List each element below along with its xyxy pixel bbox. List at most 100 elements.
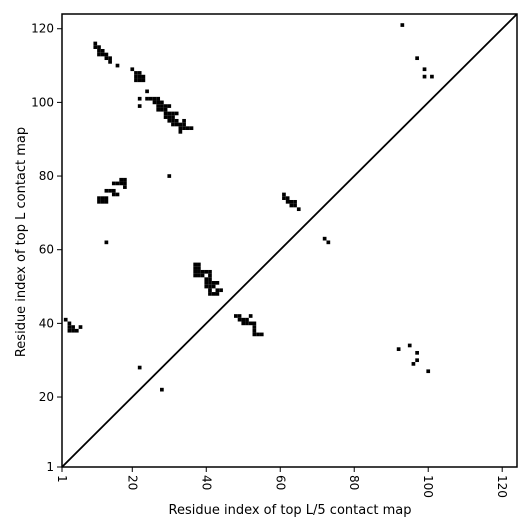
contact-point xyxy=(123,181,127,186)
contact-point xyxy=(193,269,198,274)
contact-point xyxy=(174,111,179,116)
contact-point xyxy=(326,240,331,245)
contact-point xyxy=(115,192,120,197)
contact-point xyxy=(137,74,142,79)
contact-point xyxy=(148,96,153,101)
contact-point xyxy=(193,266,198,270)
contact-point xyxy=(211,292,216,296)
plot-frame xyxy=(61,13,518,468)
contact-point xyxy=(197,273,201,278)
contact-point xyxy=(197,262,201,267)
x-tick-label: 60 xyxy=(273,475,287,490)
contact-point xyxy=(156,107,161,112)
y-axis-label: Residue index of top L contact map xyxy=(14,127,29,357)
contact-point xyxy=(415,358,419,363)
contact-point xyxy=(245,317,249,322)
contact-point xyxy=(245,321,249,326)
contact-point xyxy=(74,328,79,333)
contact-point xyxy=(163,107,168,112)
contact-point xyxy=(252,332,257,337)
x-axis-ticks: 1 20 40 60 80 100 120 xyxy=(55,467,509,498)
contact-point xyxy=(160,387,164,392)
contact-point xyxy=(208,273,212,278)
contact-point xyxy=(200,273,205,278)
contact-point xyxy=(248,314,253,318)
contact-point xyxy=(123,177,127,182)
contact-point xyxy=(282,192,286,197)
contact-point xyxy=(182,126,186,131)
contact-point xyxy=(171,115,175,119)
contact-point xyxy=(182,118,186,123)
x-tick-label: 40 xyxy=(199,475,213,490)
contact-point xyxy=(93,41,98,46)
contact-point xyxy=(104,199,109,204)
contact-point xyxy=(204,281,209,285)
contact-point xyxy=(259,332,264,337)
contact-marks xyxy=(63,23,434,392)
contact-point xyxy=(108,60,112,64)
contact-point xyxy=(171,111,175,116)
contact-point xyxy=(134,78,138,83)
contact-point xyxy=(100,52,105,57)
contact-point xyxy=(285,199,290,204)
contact-point xyxy=(111,188,116,193)
contact-point xyxy=(422,67,427,72)
contact-point xyxy=(430,74,434,79)
contact-point xyxy=(63,317,68,322)
contact-point xyxy=(167,118,172,123)
contact-point xyxy=(219,288,223,293)
contact-point xyxy=(163,111,168,116)
contact-point xyxy=(134,71,138,75)
contact-point xyxy=(282,196,286,200)
y-tick-label: 40 xyxy=(39,316,54,330)
contact-point xyxy=(115,181,120,186)
contact-point xyxy=(171,118,175,123)
contact-point xyxy=(197,269,201,274)
contact-point xyxy=(141,78,146,83)
contact-point xyxy=(208,292,212,296)
contact-point xyxy=(252,325,257,329)
contact-point xyxy=(145,96,149,101)
contact-point xyxy=(167,174,172,178)
y-tick-label: 20 xyxy=(39,390,54,404)
contact-point xyxy=(322,236,327,241)
contact-point xyxy=(97,196,101,200)
contact-point xyxy=(123,185,127,189)
contact-point xyxy=(137,78,142,83)
x-tick-label: 120 xyxy=(495,475,509,498)
contact-point xyxy=(67,325,72,329)
contact-point xyxy=(241,317,246,322)
y-tick-label: 60 xyxy=(39,243,54,257)
contact-point xyxy=(200,269,205,274)
contact-point xyxy=(208,277,212,282)
contact-point xyxy=(134,74,138,79)
contact-point xyxy=(237,317,242,322)
contact-point xyxy=(160,100,164,105)
y-tick-label: 80 xyxy=(39,169,54,183)
contact-point xyxy=(248,321,253,326)
contact-point xyxy=(415,56,419,61)
contact-point xyxy=(171,122,175,127)
contact-point xyxy=(97,48,101,53)
contact-point xyxy=(208,288,212,293)
contact-point xyxy=(396,347,401,351)
contact-point xyxy=(152,96,157,101)
contact-point xyxy=(167,115,172,119)
contact-point xyxy=(111,192,116,197)
contact-point xyxy=(104,56,109,61)
contact-point xyxy=(137,365,142,370)
contact-point xyxy=(426,369,431,374)
contact-point xyxy=(145,89,149,94)
contact-point xyxy=(215,292,220,296)
contact-point xyxy=(296,207,301,212)
contact-point xyxy=(185,126,190,131)
contact-point xyxy=(100,48,105,53)
contact-point xyxy=(160,107,164,112)
contact-point xyxy=(293,203,297,208)
contact-point xyxy=(234,314,238,318)
contact-point xyxy=(285,196,290,200)
contact-point xyxy=(67,328,72,333)
contact-point xyxy=(289,203,294,208)
